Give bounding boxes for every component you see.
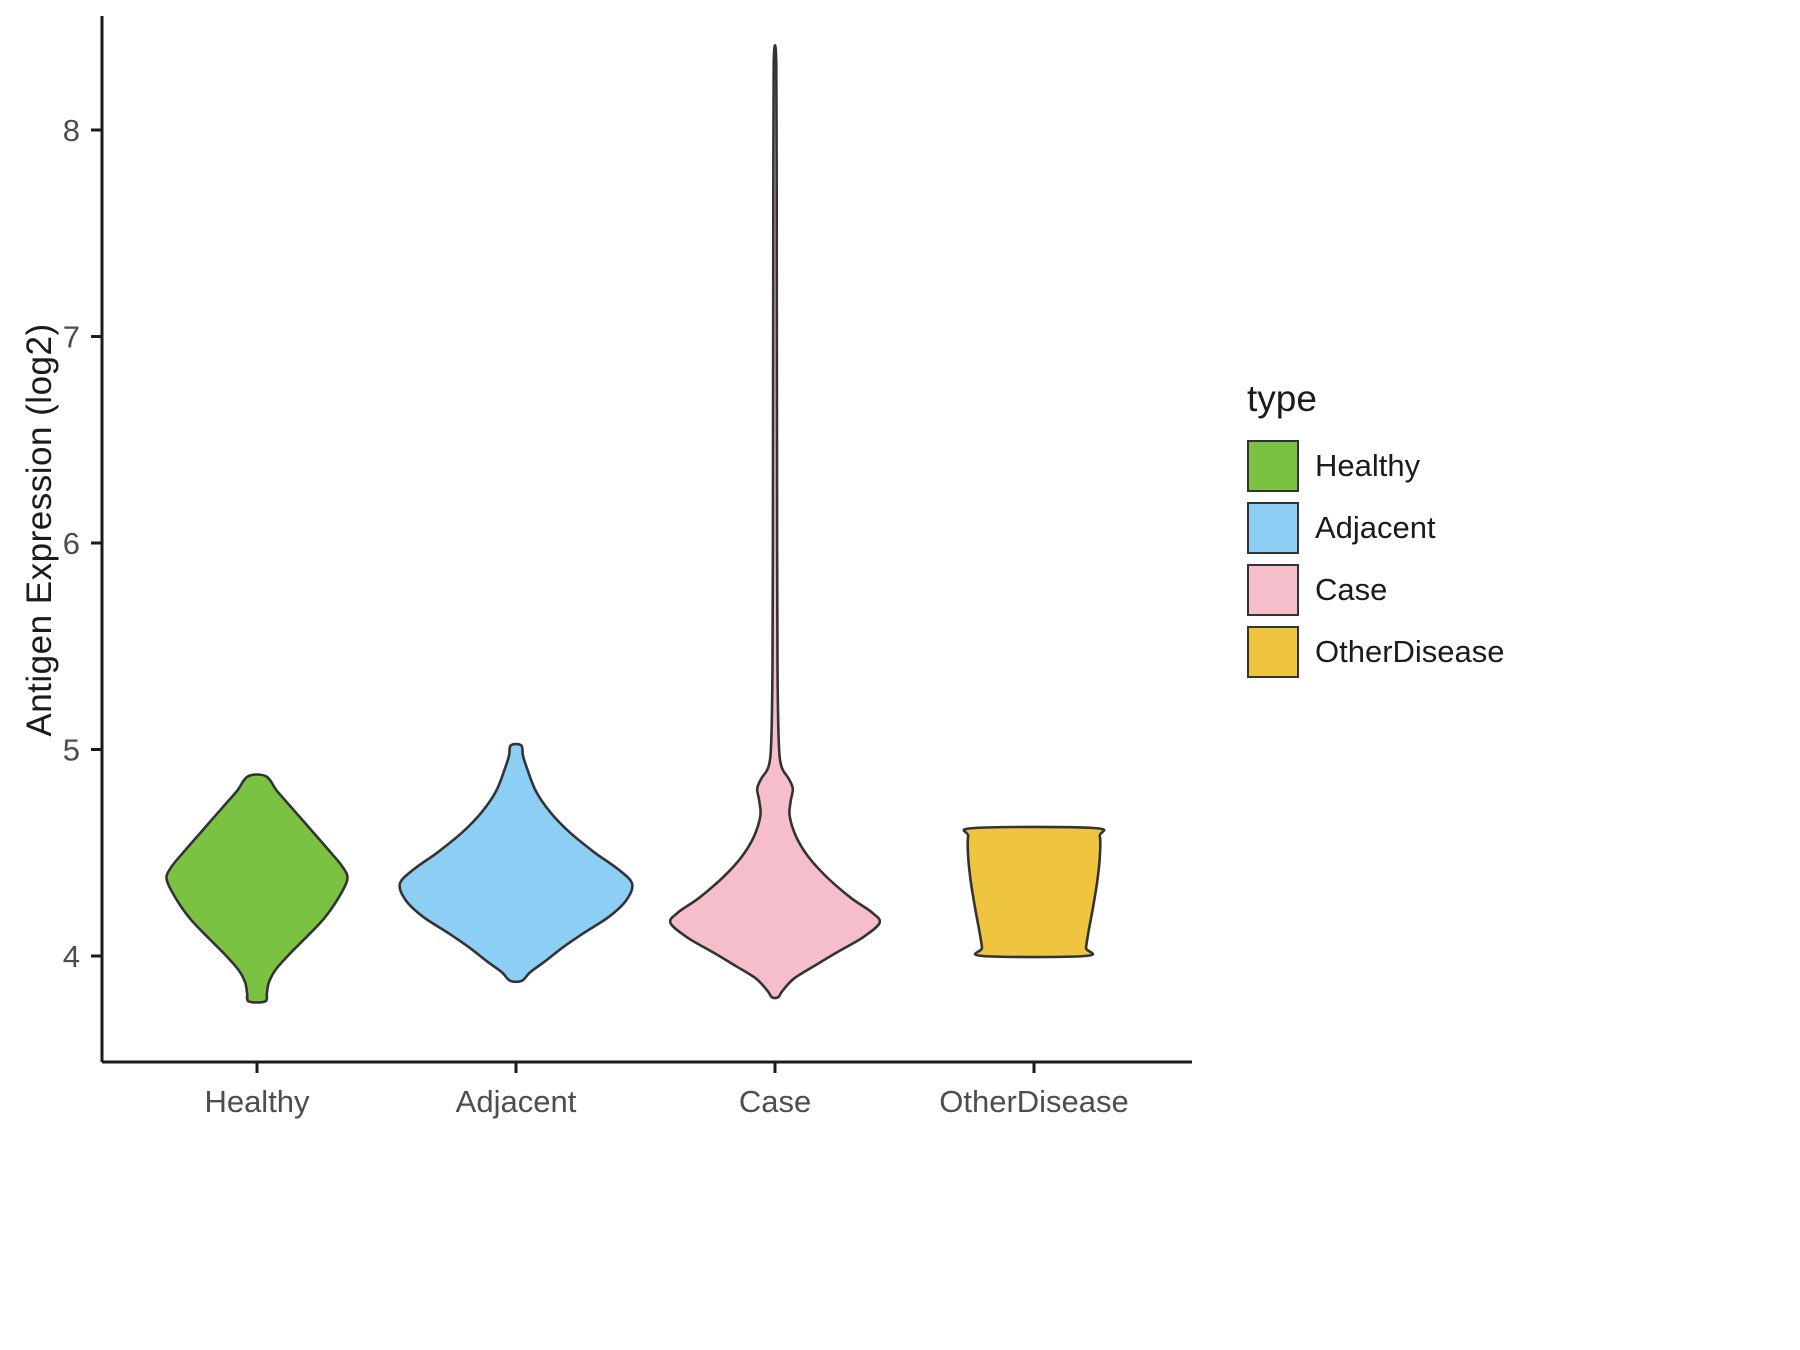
legend-swatch-case	[1247, 564, 1299, 616]
legend-label-adjacent: Adjacent	[1315, 510, 1436, 545]
x-tick-label: OtherDisease	[939, 1084, 1129, 1119]
legend-item-adjacent: Adjacent	[1247, 502, 1505, 554]
legend-label-case: Case	[1315, 572, 1388, 607]
x-tick-label: Case	[739, 1084, 811, 1119]
x-tick-label: Healthy	[204, 1084, 310, 1119]
x-tick-label: Adjacent	[456, 1084, 577, 1119]
violin-otherdisease	[962, 825, 1106, 959]
y-tick-label: 6	[63, 526, 80, 561]
legend-title: type	[1247, 378, 1317, 419]
violin-healthy	[165, 773, 349, 1004]
legend-swatch-adjacent	[1247, 502, 1299, 554]
y-axis-title: Antigen Expression (log2)	[20, 323, 59, 737]
legend-item-healthy: Healthy	[1247, 440, 1505, 492]
y-tick-label: 5	[63, 733, 80, 768]
legend-item-case: Case	[1247, 564, 1505, 616]
y-tick-label: 8	[63, 113, 80, 148]
y-tick-label: 4	[63, 939, 80, 974]
legend-label-otherdisease: OtherDisease	[1315, 634, 1505, 669]
legend-swatch-healthy	[1247, 440, 1299, 492]
legend-item-otherdisease: OtherDisease	[1247, 626, 1505, 678]
legend-label-healthy: Healthy	[1315, 448, 1421, 483]
violin-adjacent	[398, 742, 634, 984]
y-tick-label: 7	[63, 320, 80, 355]
violin-case	[668, 44, 882, 1000]
legend-swatch-otherdisease	[1247, 626, 1299, 678]
legend: type Healthy Adjacent Case OtherDisease	[1247, 378, 1505, 688]
